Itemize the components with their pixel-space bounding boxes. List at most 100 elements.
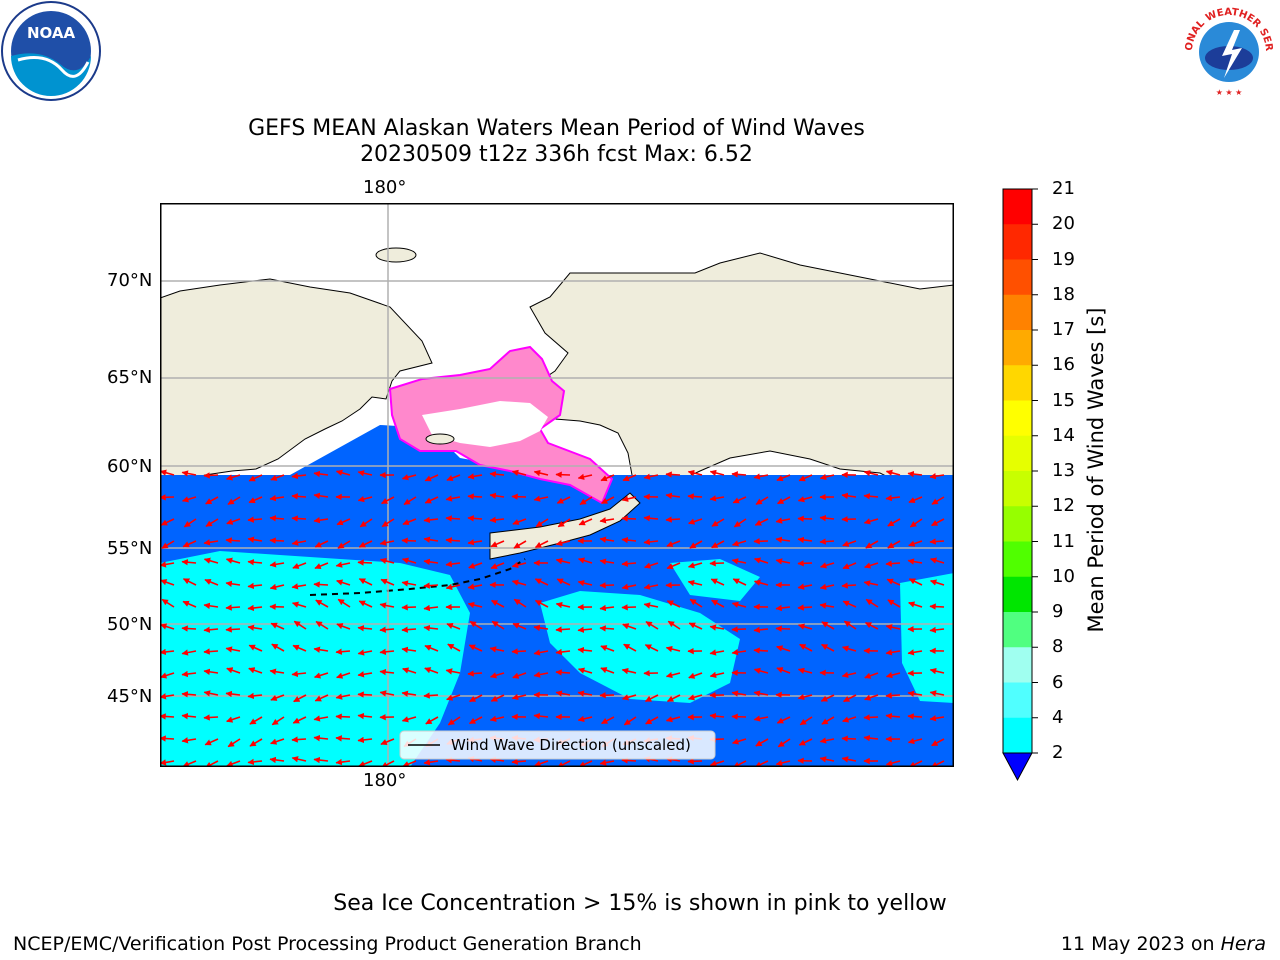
wind-arrow: [777, 738, 791, 748]
wind-arrow: [709, 560, 725, 567]
wind-arrow: [468, 562, 483, 569]
wind-arrow: [402, 667, 417, 674]
wind-arrow: [621, 536, 637, 544]
wind-arrow: [357, 671, 373, 678]
wind-arrow: [381, 496, 395, 505]
wind-arrow: [753, 579, 769, 586]
wind-arrow: [621, 583, 637, 590]
wind-arrow: [357, 712, 373, 720]
wind-arrow: [819, 538, 835, 545]
wind-arrow: [357, 625, 373, 632]
wind-arrow: [907, 649, 923, 656]
wind-arrow: [821, 621, 835, 630]
wind-arrow: [841, 582, 857, 589]
footer-date: 11 May 2023 on: [1060, 933, 1221, 955]
colorbar-tick-label: 16: [1052, 354, 1075, 376]
wind-arrow: [357, 470, 373, 477]
wind-arrow: [489, 646, 505, 653]
wind-arrow: [314, 540, 329, 548]
wind-arrow: [225, 626, 241, 633]
wind-arrow: [643, 602, 659, 609]
wind-arrow: [447, 643, 461, 652]
wind-arrow: [203, 472, 219, 479]
wind-arrow: [248, 667, 263, 674]
wind-arrow: [864, 621, 879, 630]
wind-arrow: [863, 734, 879, 742]
wind-arrow: [181, 559, 197, 566]
wind-arrow: [887, 518, 901, 527]
wind-arrow: [401, 537, 417, 544]
wind-arrow: [269, 756, 285, 764]
wind-arrow: [203, 714, 219, 721]
wind-arrow: [931, 738, 945, 747]
wind-arrow: [490, 540, 505, 548]
wind-arrow: [425, 716, 439, 725]
wind-arrow: [291, 583, 307, 590]
wind-arrow: [907, 737, 923, 745]
svg-text:★ ★ ★: ★ ★ ★: [1216, 88, 1243, 97]
wind-arrow: [929, 715, 945, 722]
wind-arrow: [467, 583, 483, 590]
wind-arrow: [577, 580, 593, 587]
wind-arrow: [622, 474, 637, 482]
chart-title-line2: 20230509 t12z 336h fcst Max: 6.52: [360, 142, 753, 167]
wind-arrow: [203, 557, 219, 564]
wind-arrow: [490, 562, 505, 570]
colorbar-tick-label: 21: [1052, 178, 1075, 199]
wind-arrow: [931, 496, 945, 505]
wind-arrow: [534, 540, 549, 549]
wind-arrow: [469, 694, 483, 703]
wind-arrow: [645, 621, 659, 630]
wind-arrow: [819, 562, 835, 569]
wind-arrow: [181, 496, 197, 503]
wind-arrow: [291, 756, 307, 763]
footer-host: Hera: [1220, 933, 1266, 955]
wind-arrow: [203, 648, 219, 655]
wind-arrow: [291, 601, 307, 608]
wind-arrow: [841, 671, 857, 678]
wind-arrow: [270, 738, 285, 745]
wrangel-island: [375, 247, 417, 263]
wind-arrow: [887, 599, 901, 608]
wind-arrow: [291, 472, 307, 480]
wind-arrow: [160, 672, 175, 679]
wind-arrow: [621, 560, 637, 567]
wind-arrow: [886, 578, 901, 586]
wind-arrow: [929, 690, 945, 697]
wind-arrow: [336, 623, 351, 630]
wind-arrow: [755, 738, 769, 747]
wind-arrow: [621, 757, 637, 764]
wind-arrow: [181, 691, 197, 698]
wind-arrow: [160, 648, 175, 656]
wind-arrow: [467, 515, 483, 522]
wind-arrow: [270, 474, 285, 481]
wind-arrow: [490, 694, 505, 702]
wind-arrow: [247, 604, 263, 612]
wind-arrow: [489, 516, 505, 524]
wind-arrow: [313, 470, 329, 478]
wind-arrow: [446, 623, 461, 630]
colorbar-tick-label: 8: [1052, 636, 1064, 658]
wind-arrow: [225, 474, 241, 481]
wind-arrow: [445, 560, 461, 568]
wind-arrow: [291, 493, 307, 500]
wind-arrow: [533, 649, 549, 656]
wind-arrow: [885, 712, 901, 720]
wind-arrow: [314, 694, 329, 702]
wind-arrow: [841, 735, 857, 742]
colorbar-segment: [1003, 471, 1032, 507]
wind-arrow: [358, 760, 373, 767]
wind-arrow: [336, 518, 351, 526]
wind-arrow: [225, 646, 241, 653]
wind-arrow: [181, 670, 197, 678]
wind-arrow: [313, 734, 329, 742]
wind-arrow: [797, 623, 813, 630]
wind-arrow: [577, 667, 593, 674]
wind-arrow: [401, 626, 417, 633]
wind-arrow: [929, 473, 945, 480]
wind-arrow: [775, 625, 791, 632]
wind-arrow: [225, 580, 241, 587]
wind-arrow: [182, 540, 197, 548]
wind-arrow: [621, 604, 637, 611]
wind-arrow: [885, 560, 901, 567]
